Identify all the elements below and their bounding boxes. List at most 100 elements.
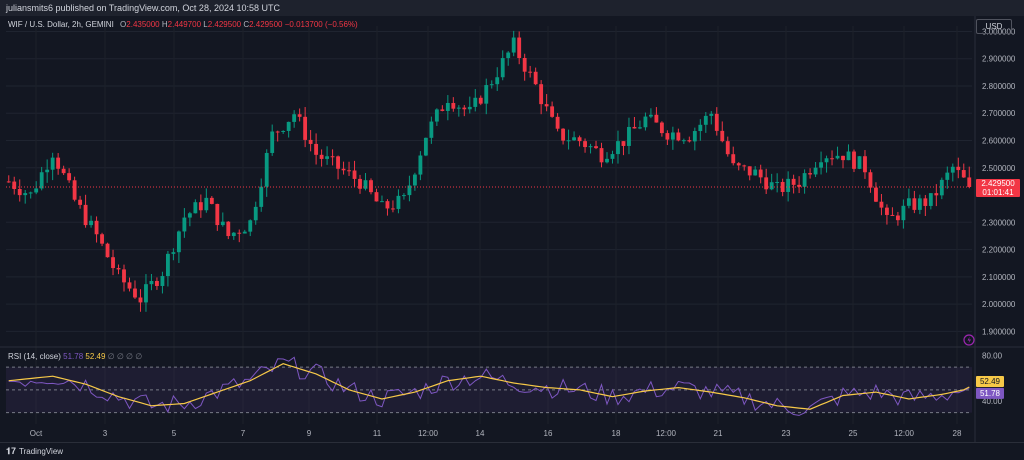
- candle-body: [736, 163, 741, 166]
- candle-body: [917, 198, 922, 210]
- candle-body: [445, 102, 450, 111]
- candle-body: [358, 178, 362, 189]
- candle-body: [385, 201, 390, 209]
- candle-body: [895, 215, 900, 221]
- time-axis-label: 11: [373, 429, 382, 438]
- candle-body: [961, 170, 966, 178]
- rsi-tag: [976, 387, 1004, 399]
- candle-body: [39, 172, 44, 189]
- candle-body: [906, 198, 911, 206]
- candle-body: [380, 201, 384, 203]
- price-axis-label: 2.600000: [982, 137, 1016, 146]
- price-axis-label: 2.100000: [982, 273, 1016, 282]
- candle-body: [742, 165, 747, 167]
- candle-body: [566, 140, 571, 142]
- price-axis-label: 2.200000: [982, 246, 1016, 255]
- candle-body: [286, 121, 291, 131]
- candle-body: [434, 109, 439, 122]
- candle-body: [517, 37, 522, 58]
- symbol-name[interactable]: WIF / U.S. Dollar, 2h, GEMINI: [8, 20, 114, 29]
- time-axis-label: 12:00: [418, 429, 439, 438]
- tradingview-mark-icon: 𝟏7: [6, 446, 17, 456]
- candle-body: [237, 232, 242, 234]
- time-axis-label: 25: [849, 429, 858, 438]
- candle-body: [638, 127, 642, 129]
- candle-body: [830, 158, 834, 160]
- time-axis-label: 14: [476, 429, 485, 438]
- time-axis-label: 21: [714, 429, 723, 438]
- price-axis-label: 2.500000: [982, 164, 1016, 173]
- candle-body: [253, 206, 258, 221]
- candle-body: [747, 166, 752, 176]
- candle-body: [462, 107, 467, 110]
- candle-body: [786, 178, 791, 192]
- price-axis-label: 1.900000: [982, 327, 1016, 336]
- candle-body: [111, 257, 115, 269]
- candle-body: [824, 158, 829, 163]
- candle-body: [912, 198, 917, 210]
- candle-body: [303, 116, 308, 140]
- candle-body: [226, 221, 231, 237]
- candle-body: [402, 195, 406, 197]
- candle-body: [270, 131, 275, 153]
- candle-body: [555, 116, 560, 129]
- price-axis-label: 2.000000: [982, 300, 1016, 309]
- candle-body: [473, 97, 478, 107]
- candle-body: [198, 202, 203, 211]
- candle-body: [67, 173, 72, 181]
- candle-body: [769, 182, 774, 190]
- candle-body: [594, 146, 598, 149]
- candle-body: [791, 178, 796, 185]
- candle-body: [841, 155, 845, 161]
- rsi-ma-line: [8, 363, 970, 410]
- time-axis-label: 16: [544, 429, 553, 438]
- rsi-title[interactable]: RSI (14, close): [8, 352, 61, 361]
- change-value: −0.013700 (−0.56%): [284, 20, 358, 29]
- rsi-ma-tag-value: 52.49: [980, 377, 1001, 386]
- candle-body: [231, 232, 236, 237]
- candle-body: [616, 141, 620, 155]
- currency-button[interactable]: USD: [976, 19, 1012, 34]
- candle-body: [34, 188, 39, 193]
- candle-body: [72, 180, 77, 200]
- symbol-legend: WIF / U.S. Dollar, 2h, GEMINI O2.435000 …: [8, 20, 358, 29]
- candle-body: [659, 122, 664, 134]
- candle-body: [155, 280, 159, 286]
- candle-body: [418, 155, 423, 175]
- time-axis-label: 9: [307, 429, 312, 438]
- candle-body: [28, 192, 33, 194]
- candle-body: [297, 114, 302, 117]
- candle-body: [83, 204, 88, 226]
- candle-body: [753, 169, 758, 176]
- candle-body: [758, 169, 763, 178]
- rsi-axis-label: 80.00: [982, 352, 1003, 361]
- candle-body: [835, 155, 840, 159]
- candle-body: [484, 85, 489, 104]
- candle-body: [440, 109, 445, 111]
- candle-body: [352, 170, 357, 179]
- candle-body: [528, 71, 533, 73]
- candle-body: [692, 131, 697, 142]
- candle-body: [89, 220, 93, 226]
- tradingview-logo[interactable]: 𝟏7 TradingView: [6, 446, 63, 457]
- candle-body: [703, 115, 708, 125]
- time-axis-label: 12:00: [656, 429, 677, 438]
- candle-body: [369, 180, 373, 193]
- countdown-value: 01:01:41: [982, 188, 1014, 197]
- candle-body: [412, 174, 417, 186]
- low-label: L: [203, 20, 208, 29]
- rsi-ma-value: 52.49: [85, 352, 106, 361]
- candle-body: [275, 131, 280, 133]
- candle-body: [138, 297, 143, 303]
- candle-body: [720, 130, 725, 142]
- candle-body: [506, 52, 511, 59]
- candle-body: [934, 193, 939, 196]
- candle-body: [133, 288, 137, 298]
- candle-body: [956, 166, 961, 171]
- candle-body: [550, 106, 555, 117]
- candle-body: [583, 141, 587, 148]
- close-label: C: [243, 20, 250, 29]
- candle-body: [374, 192, 379, 202]
- rsi-tag-value: 51.78: [980, 389, 1001, 398]
